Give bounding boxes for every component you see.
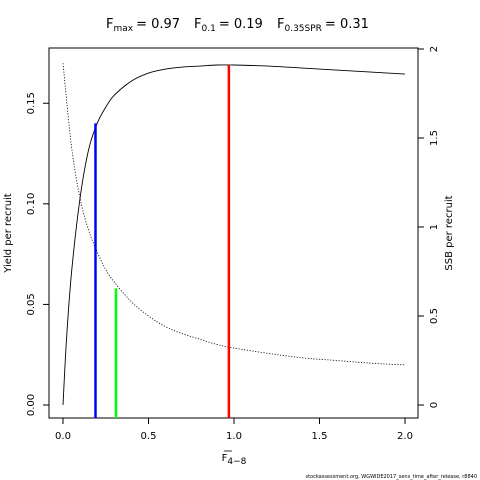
y-right-tick-label: 1.5 xyxy=(429,130,440,146)
x-axis: 0.0 0.5 1.0 1.5 2.0 xyxy=(55,418,413,442)
x-tick-label: 0.5 xyxy=(141,431,157,442)
ssb-per-recruit-line xyxy=(62,63,406,366)
svg-text:F0.35SPR= 0.31: F0.35SPR = 0.31 xyxy=(277,17,369,34)
x-axis-title: F4−8 xyxy=(222,453,247,467)
title-f01-label: F xyxy=(194,17,201,32)
y-right-tick-label: 0.5 xyxy=(429,308,440,324)
x-tick-label: 1.5 xyxy=(312,431,328,442)
x-axis-title-sub: 4−8 xyxy=(227,457,246,467)
title-fmax-sub: max xyxy=(113,24,133,34)
svg-text:Fmax= 0.97: Fmax = 0.97 xyxy=(106,17,180,34)
series-layer xyxy=(62,63,406,406)
y-axis-left: 0.00 0.05 0.10 0.15 xyxy=(26,92,49,416)
y-left-tick-label: 0.00 xyxy=(26,394,37,416)
x-tick-label: 0.0 xyxy=(55,431,71,442)
x-axis-title-main: F xyxy=(222,453,228,464)
title-fspr-label: F xyxy=(277,17,284,32)
plot-frame xyxy=(48,47,419,419)
title-fspr-sub: 0.35SPR xyxy=(284,24,321,34)
title-f01-sub: 0.1 xyxy=(201,24,215,34)
y-axis-left-title: Yield per recruit xyxy=(3,193,14,274)
x-tick-label: 1.0 xyxy=(226,431,242,442)
title-fmax-label: F xyxy=(106,17,113,32)
chart-title: Fmax = 0.97 F0.1 = 0.19 F0.35SPR = 0.31 xyxy=(106,17,369,34)
title-fmax-value: = 0.97 xyxy=(136,17,180,32)
y-right-tick-label: 1 xyxy=(429,224,440,230)
title-fspr-value: = 0.31 xyxy=(325,17,369,32)
y-axis-right: 0 0.5 1 1.5 2 xyxy=(418,46,440,408)
y-left-tick-label: 0.15 xyxy=(26,92,37,114)
y-axis-right-title: SSB per recruit xyxy=(444,195,455,270)
footnote: stockassessment.org, WGWIDE2017_sens_tim… xyxy=(305,474,477,480)
y-right-tick-label: 0 xyxy=(429,402,440,408)
title-f01-value: = 0.19 xyxy=(219,17,263,32)
reference-lines xyxy=(94,65,231,418)
x-tick-label: 2.0 xyxy=(397,431,413,442)
y-left-tick-label: 0.05 xyxy=(26,293,37,315)
svg-text:F0.1= 0.19: F0.1 = 0.19 xyxy=(194,17,263,34)
yield-per-recruit-line xyxy=(62,64,406,406)
y-left-tick-label: 0.10 xyxy=(26,193,37,215)
y-right-tick-label: 2 xyxy=(429,46,440,52)
